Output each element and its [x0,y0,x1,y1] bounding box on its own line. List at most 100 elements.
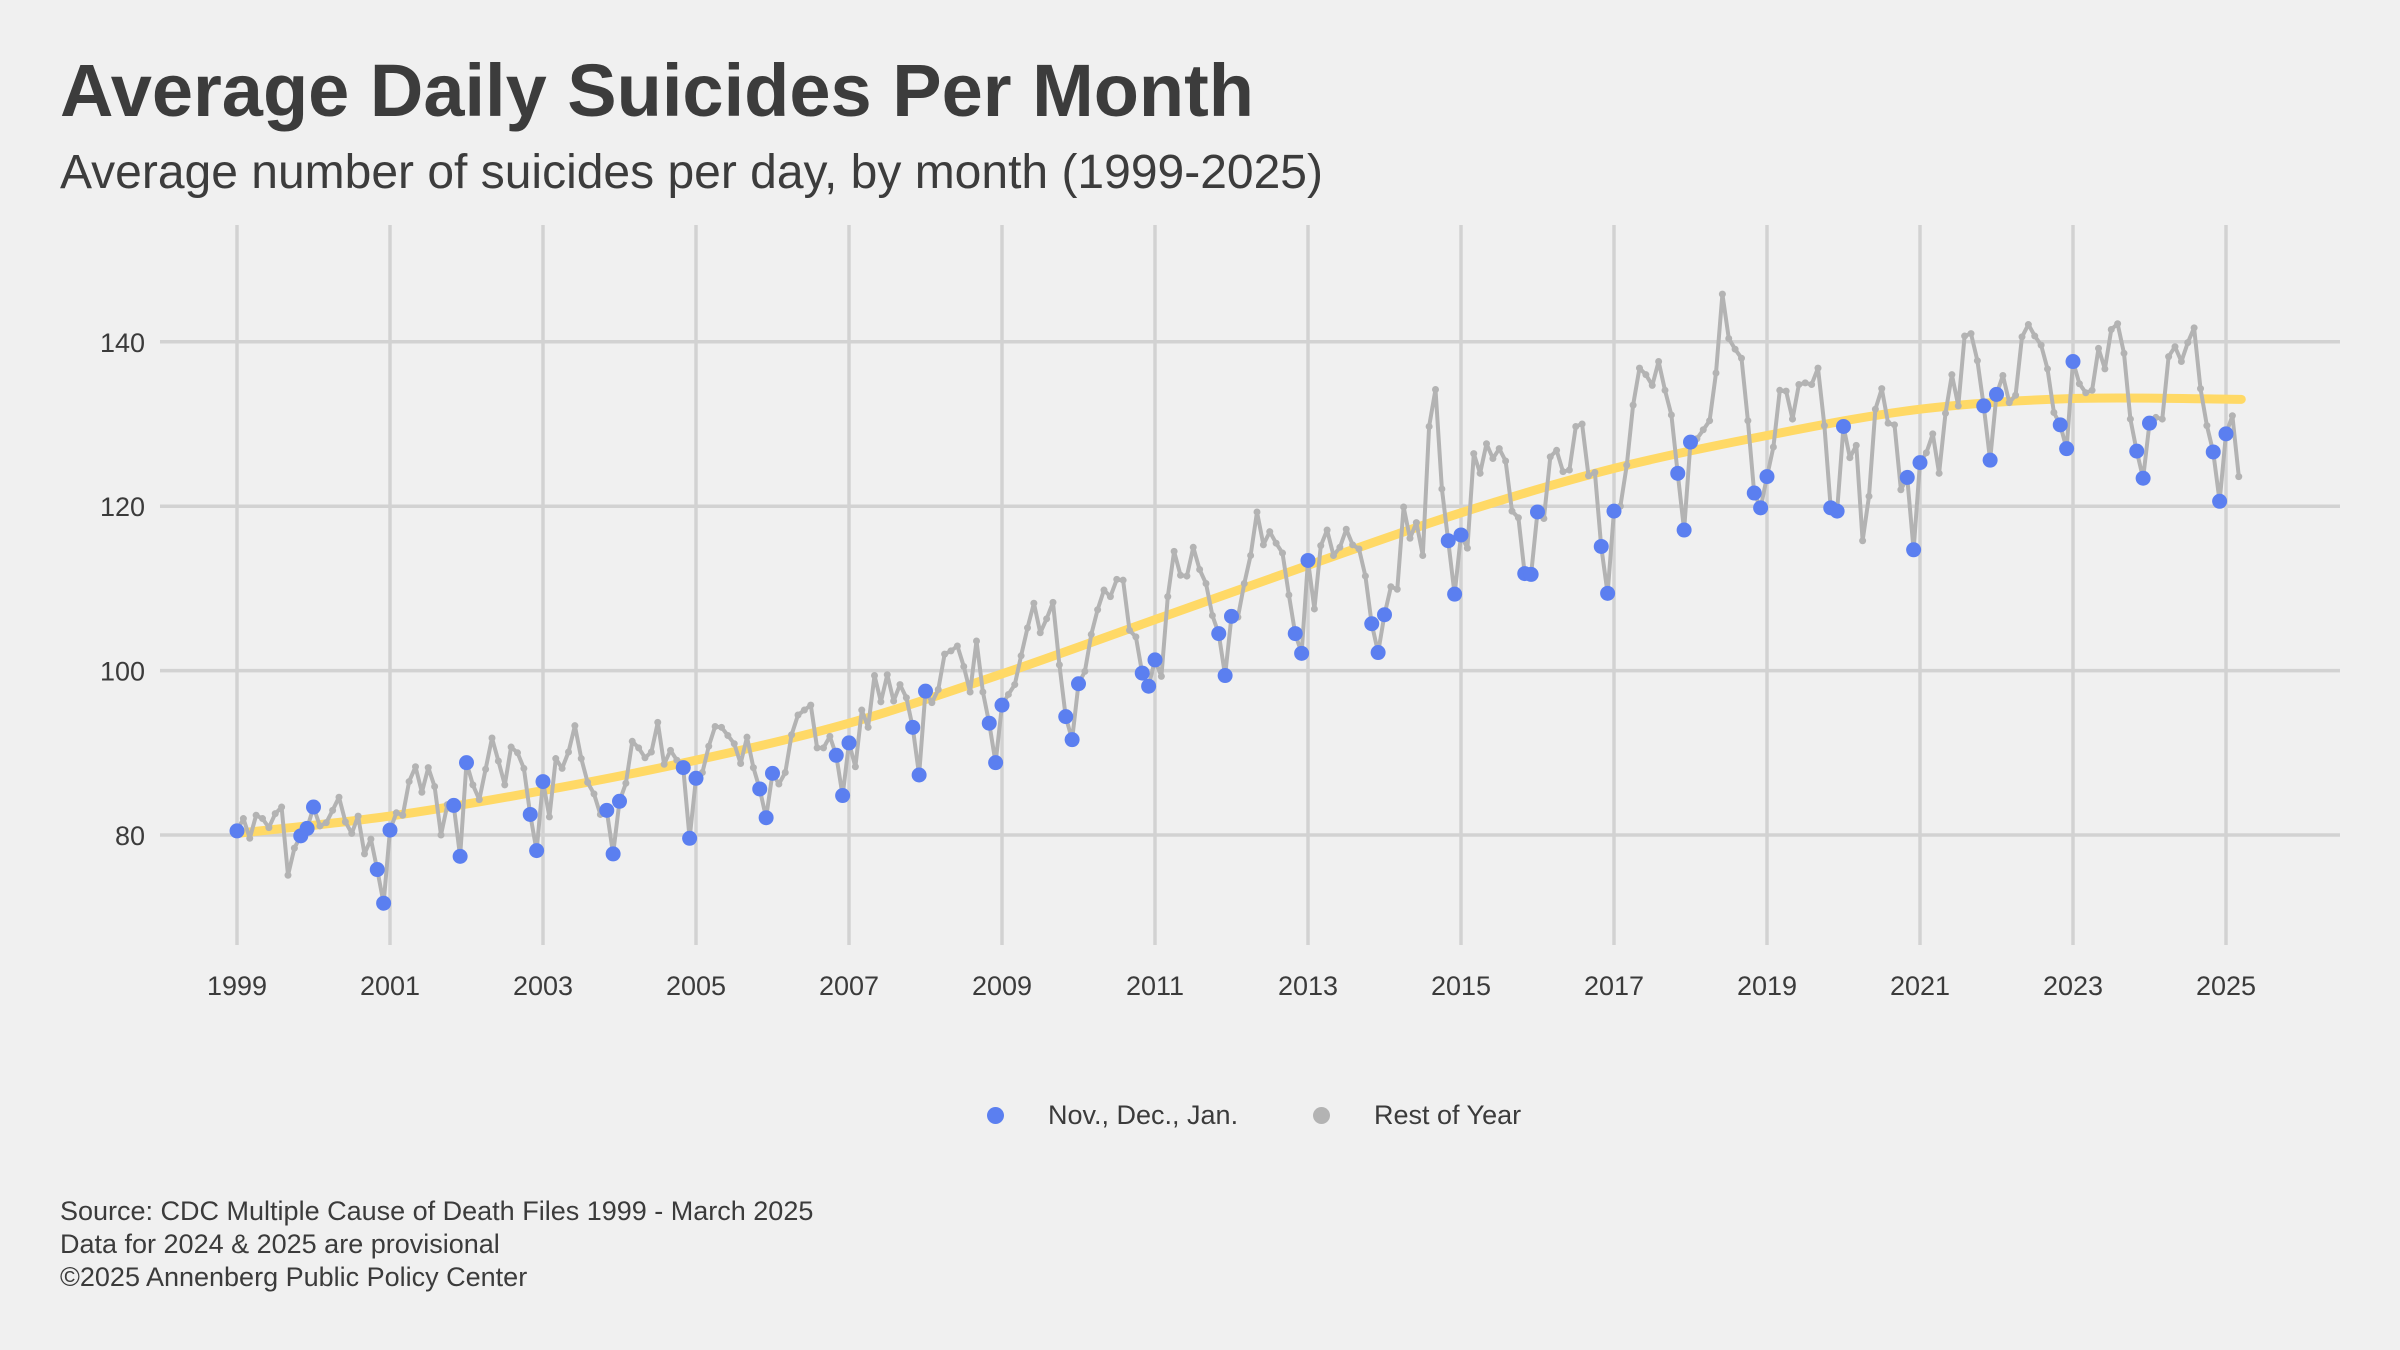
rest-month-point [1419,552,1427,560]
rest-month-point [252,811,260,819]
winter-month-point [988,755,1004,771]
rest-month-point [781,769,789,777]
rest-month-point [979,688,987,696]
caption-provisional-note: Data for 2024 & 2025 are provisional [60,1229,500,1259]
rest-month-point [1164,593,1172,601]
rest-month-point [788,731,796,739]
rest-month-point [641,754,649,762]
rest-month-point [1036,629,1044,637]
rest-month-point [2012,391,2020,399]
winter-month-point [612,793,627,809]
winter-month-point [382,822,398,838]
y-tick-label: 100 [100,657,145,687]
winter-month-point [1147,652,1163,668]
rest-month-point [1336,543,1344,551]
rest-month-point [1202,579,1210,587]
rest-month-point [469,781,477,789]
rest-month-point [1132,633,1140,641]
winter-month-point [765,765,780,781]
rest-month-point [290,844,298,852]
rest-month-point [437,831,445,839]
rest-month-point [1253,508,1261,516]
rest-month-point [1094,606,1102,614]
rest-month-point [412,763,419,771]
rest-month-point [1591,468,1599,476]
rest-month-point [2018,333,2026,341]
rest-month-point [1967,330,1975,338]
rest-month-point [494,757,502,765]
rest-month-point [2005,399,2013,407]
rest-month-point [1948,371,1956,379]
legend-rest-label: Rest of Year [1374,1099,1522,1130]
rest-month-point [552,755,560,763]
rest-month-point [507,743,515,751]
rest-month-point [424,764,432,772]
rest-month-point [1699,426,1707,434]
rest-month-point [341,818,349,826]
rest-month-point [737,759,745,767]
rest-month-point [1017,652,1025,660]
rest-month-point [1846,454,1854,462]
winter-month-point [306,799,321,815]
rest-month-point [2184,339,2192,347]
rest-month-point [1043,615,1051,623]
rest-month-point [590,790,598,798]
winter-month-point [535,774,551,790]
rest-month-point [1081,667,1089,675]
rest-month-point [1247,552,1255,560]
rest-month-point [730,740,738,748]
winter-month-point [522,806,538,822]
rest-month-point [622,779,630,787]
rest-month-point [271,810,279,818]
legend-rest-swatch [1313,1106,1330,1124]
rest-month-point [749,764,757,772]
legend-winter-swatch [987,1106,1004,1124]
rest-month-point [1049,598,1057,606]
rest-month-point [501,781,509,789]
rest-month-point [1177,571,1184,579]
winter-month-point [459,755,474,771]
rest-month-point [1170,547,1178,555]
rest-month-point [584,778,592,786]
x-tick-label: 2017 [1584,971,1644,1001]
rest-month-point [1400,503,1408,511]
rest-month-point [1782,387,1790,395]
rest-month-point [667,746,674,754]
rest-month-point [1157,672,1165,680]
rest-month-point [973,637,980,645]
rest-month-point [934,686,942,694]
rest-month-point [1272,539,1280,547]
rest-month-point [953,642,961,650]
y-tick-label: 140 [100,328,145,358]
x-tick-label: 2021 [1890,971,1950,1001]
winter-month-point [841,735,857,751]
rest-month-point [2114,320,2122,328]
rest-month-point [1572,422,1580,430]
rest-month-point [367,835,375,843]
winter-month-point [1300,552,1316,568]
rest-month-point [577,755,585,763]
winter-month-point [2065,354,2081,370]
rest-month-point [1623,461,1631,469]
rest-month-point [1922,449,1930,457]
rest-month-point [1004,690,1012,698]
winter-month-point [1447,586,1463,602]
winter-month-point [994,697,1010,713]
rest-month-point [399,811,407,819]
rest-month-point [1565,466,1573,474]
winter-month-point [1753,500,1769,516]
rest-month-point [348,829,356,837]
rest-month-point [2203,422,2211,430]
rest-month-point [966,688,974,696]
x-tick-label: 2025 [2196,971,2256,1001]
winter-month-point [1600,585,1616,601]
y-tick-label: 120 [100,492,145,522]
winter-month-point [376,895,392,911]
winter-month-point [599,802,615,818]
caption-copyright: ©2025 Annenberg Public Policy Center [60,1262,528,1292]
y-tick-label: 80 [115,821,145,851]
rest-month-point [1266,528,1274,536]
winter-month-point [2052,417,2068,433]
winter-month-point [1606,503,1622,519]
rest-month-point [628,737,636,745]
